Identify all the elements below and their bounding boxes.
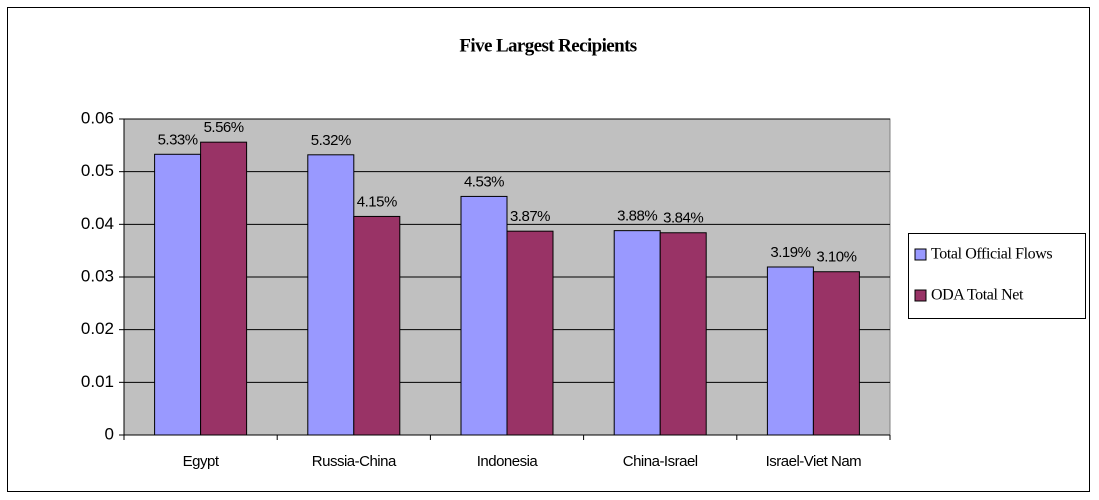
- y-tick-label: 0.04: [81, 214, 114, 233]
- data-label: 3.19%: [770, 244, 810, 261]
- x-tick-label: Russia-China: [312, 453, 397, 470]
- y-tick-label: 0.06: [81, 108, 114, 127]
- y-tick-label: 0: [105, 424, 114, 443]
- legend-box: [908, 233, 1086, 319]
- data-label: 3.84%: [663, 210, 703, 227]
- y-tick-label: 0.01: [81, 372, 114, 391]
- data-label: 3.87%: [510, 208, 550, 225]
- data-label: 4.15%: [357, 193, 397, 210]
- y-tick-label: 0.02: [81, 319, 114, 338]
- data-label: 3.10%: [816, 249, 856, 266]
- bar: [200, 141, 248, 436]
- bar: [353, 215, 401, 436]
- legend-label: ODA Total Net: [931, 287, 1024, 304]
- data-label: 5.33%: [158, 131, 198, 148]
- legend-swatch: [914, 289, 927, 302]
- y-tick-label: 0.03: [81, 266, 114, 285]
- x-tick-label: Israel-Viet Nam: [766, 453, 862, 470]
- bar: [766, 266, 814, 436]
- bar: [307, 154, 355, 436]
- data-label: 4.53%: [464, 173, 504, 190]
- bar: [460, 195, 508, 436]
- data-label: 3.88%: [617, 208, 657, 225]
- data-label: 5.56%: [204, 119, 244, 136]
- bar: [154, 153, 202, 436]
- chart-title: Five Largest Recipients: [459, 35, 636, 56]
- bar: [812, 271, 860, 436]
- x-tick-label: Indonesia: [477, 453, 539, 470]
- x-tick-label: Egypt: [183, 453, 220, 470]
- bar: [613, 230, 661, 436]
- legend-label: Total Official Flows: [931, 246, 1052, 263]
- bar: [659, 232, 707, 436]
- y-tick-label: 0.05: [81, 161, 114, 180]
- x-tick-label: China-Israel: [623, 453, 698, 470]
- legend-swatch: [914, 248, 927, 261]
- bar: [506, 230, 554, 436]
- data-label: 5.32%: [311, 132, 351, 149]
